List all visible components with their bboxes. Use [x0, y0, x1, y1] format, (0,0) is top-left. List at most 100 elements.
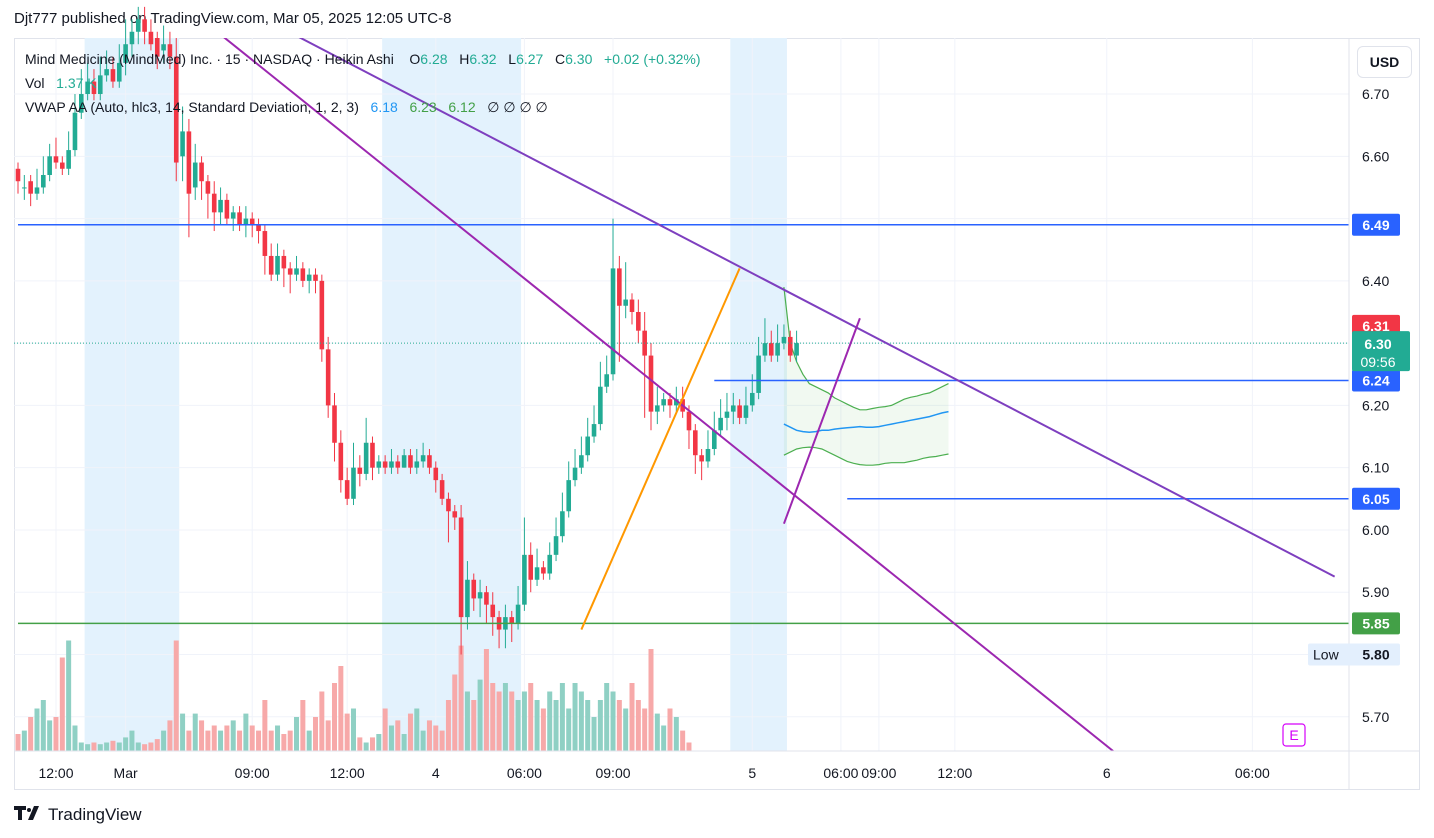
horizontal-line-label: 6.49	[1362, 217, 1389, 233]
horizontal-line-label: 6.24	[1362, 372, 1389, 388]
volume-bar	[521, 691, 527, 751]
chart-frame[interactable]	[14, 38, 1420, 790]
volume-bar	[205, 730, 211, 751]
candle-body	[186, 131, 192, 194]
volume-bar	[167, 720, 173, 751]
y-tick-label: 6.00	[1362, 522, 1389, 538]
candle-body	[363, 442, 369, 474]
candle-body	[370, 442, 375, 468]
candle-body	[433, 467, 439, 481]
current-price-value: 6.30	[1364, 336, 1391, 352]
vwap-indicator	[783, 287, 949, 466]
volume-bar	[243, 713, 249, 751]
candle-body	[541, 567, 546, 574]
candle-body	[41, 174, 46, 188]
legend-vwap-value-1: 6.18	[370, 99, 398, 115]
candle-body	[224, 199, 230, 219]
volume-bar	[249, 725, 255, 751]
volume-bar	[97, 744, 103, 751]
candle-body	[129, 31, 135, 45]
candle-body	[674, 399, 679, 406]
candle-body	[376, 461, 382, 468]
candle-body	[116, 62, 122, 82]
legend-h-value: 6.32	[469, 51, 497, 67]
volume-bar	[572, 683, 578, 751]
footer-logo[interactable]: TradingView	[14, 804, 142, 825]
candle-body	[515, 604, 521, 624]
volume-bar	[357, 737, 363, 751]
candle-body	[465, 579, 470, 618]
legend-vol-label[interactable]: Vol	[25, 75, 45, 91]
volume-bar	[667, 708, 673, 751]
volume-bar	[464, 691, 470, 751]
volume-bar	[161, 730, 167, 751]
volume-bar	[129, 730, 135, 751]
volume-bar	[407, 713, 413, 751]
trendline	[580, 268, 741, 630]
volume-bar	[66, 640, 72, 751]
candle-body	[528, 554, 534, 580]
horizontal-lines	[14, 224, 1349, 625]
volume-bar	[21, 730, 27, 751]
candle-body	[53, 156, 59, 163]
volume-bar	[502, 683, 508, 751]
candle-body	[414, 461, 420, 468]
x-tick-label: 06:00	[507, 765, 542, 781]
volume-bar	[610, 691, 616, 751]
legend-line-vwap: VWAP AA (Auto, hlc3, 14, Standard Deviat…	[25, 99, 548, 116]
volume-bar	[458, 645, 464, 751]
candle-body	[325, 349, 331, 406]
volume-bar	[591, 717, 597, 751]
horizontal-line-badge	[1352, 612, 1400, 635]
candle-body	[648, 355, 654, 412]
volume-bar	[34, 708, 40, 751]
candle-body	[490, 604, 496, 618]
tradingview-logo-icon	[14, 804, 44, 825]
candle-body	[300, 268, 306, 281]
candle-body	[762, 343, 768, 356]
volume-bar	[192, 713, 198, 751]
volume-bar	[28, 717, 34, 751]
volume-bar	[471, 700, 477, 751]
volume-bar	[237, 730, 243, 751]
candle-body	[97, 75, 103, 95]
legend-h-label: H	[459, 51, 470, 67]
volume-bar	[648, 649, 654, 751]
candle-body	[167, 44, 173, 57]
candle-body	[794, 343, 799, 356]
candle-body	[28, 181, 33, 194]
vwap-band-fill	[783, 287, 949, 466]
candle-body	[471, 579, 477, 599]
volume-bar	[72, 725, 78, 751]
volume-bar	[110, 740, 116, 751]
low-badge-prefix: Low	[1313, 646, 1340, 662]
candle-body	[382, 461, 388, 468]
volume-bar	[616, 700, 622, 751]
volume-bar	[566, 708, 572, 751]
horizontal-line-badge	[1352, 213, 1400, 236]
volume-bar	[414, 708, 420, 751]
candle-body	[306, 274, 312, 281]
low-badge	[1308, 643, 1400, 666]
session-band	[382, 38, 522, 751]
candle-body	[446, 498, 451, 512]
legend-symbol-name[interactable]: Mind Medicine (MindMed) Inc.	[25, 51, 213, 67]
legend-vwap-label[interactable]: VWAP AA (Auto, hlc3, 14, Standard Deviat…	[25, 99, 359, 115]
candle-body	[91, 81, 97, 95]
legend-vwap-value-2: 6.23	[409, 99, 437, 115]
candle-body	[667, 399, 673, 406]
currency-button[interactable]: USD	[1357, 46, 1412, 78]
axes: 6.706.606.506.406.306.206.106.005.905.80…	[14, 38, 1420, 790]
volume-bars	[15, 640, 692, 751]
volume-bar	[91, 742, 97, 751]
volume-bar	[350, 708, 356, 751]
candle-body	[686, 411, 692, 431]
x-tick-label: Mar	[114, 765, 138, 781]
x-tick-label: 12:00	[38, 765, 73, 781]
low-badge-value: 5.80	[1362, 646, 1389, 662]
volume-bar	[287, 730, 293, 751]
volume-bar	[369, 737, 375, 751]
candle-body	[237, 212, 242, 225]
volume-bar	[59, 657, 65, 751]
